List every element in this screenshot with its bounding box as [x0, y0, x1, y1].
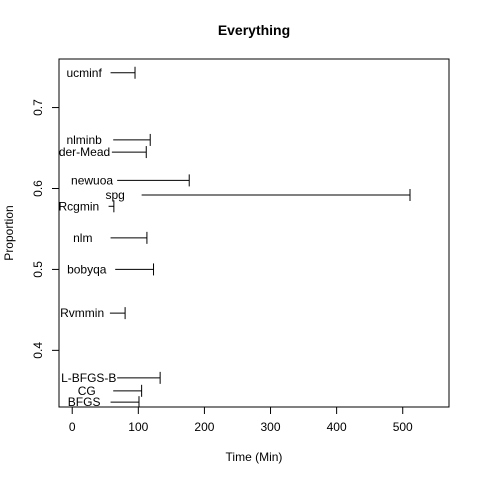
point-label: CG: [78, 384, 96, 398]
y-tick-label: 0.6: [31, 180, 45, 197]
point-label: L-BFGS-B: [61, 371, 116, 385]
x-tick-label: 400: [327, 420, 347, 434]
chart-title: Everything: [218, 22, 290, 38]
y-axis-label: Proportion: [2, 205, 16, 260]
y-tick-label: 0.5: [31, 261, 45, 278]
y-tick-label: 0.7: [31, 99, 45, 116]
point-label: Rcgmin: [58, 199, 99, 213]
y-axis: 0.4 0.5 0.6 0.7: [31, 99, 60, 359]
data-point: ucminf: [66, 66, 136, 80]
data-point: BFGS: [68, 395, 140, 409]
point-label: nlminb: [66, 133, 102, 147]
point-label: nlm: [73, 231, 92, 245]
data-point: nlminb: [66, 133, 151, 147]
data-point: Rvmmin: [60, 306, 126, 320]
point-label: spg: [106, 188, 125, 202]
data-point: newuoa: [71, 173, 190, 187]
point-label: Rvmmin: [60, 306, 104, 320]
x-tick-label: 100: [128, 420, 148, 434]
point-label: BFGS: [68, 395, 101, 409]
data-point: CG: [78, 384, 143, 398]
point-label: newuoa: [71, 173, 113, 187]
x-tick-label: 0: [69, 420, 76, 434]
y-tick-label: 0.4: [31, 342, 45, 359]
data-point: Nelder-Mead: [41, 145, 147, 159]
point-label: Nelder-Mead: [41, 145, 110, 159]
x-tick-label: 500: [393, 420, 413, 434]
x-tick-label: 200: [194, 420, 214, 434]
x-axis: 0 100 200 300 400 500: [69, 406, 413, 434]
data-point: Rcgmin: [58, 199, 115, 213]
x-axis-label: Time (Min): [226, 450, 283, 464]
point-label: ucminf: [66, 66, 102, 80]
data-point: bobyqa: [67, 262, 155, 276]
point-label: bobyqa: [67, 262, 107, 276]
data-point: spg: [106, 188, 411, 202]
x-tick-label: 300: [261, 420, 281, 434]
data-point: L-BFGS-B: [61, 371, 161, 385]
data-point: nlm: [73, 231, 148, 245]
